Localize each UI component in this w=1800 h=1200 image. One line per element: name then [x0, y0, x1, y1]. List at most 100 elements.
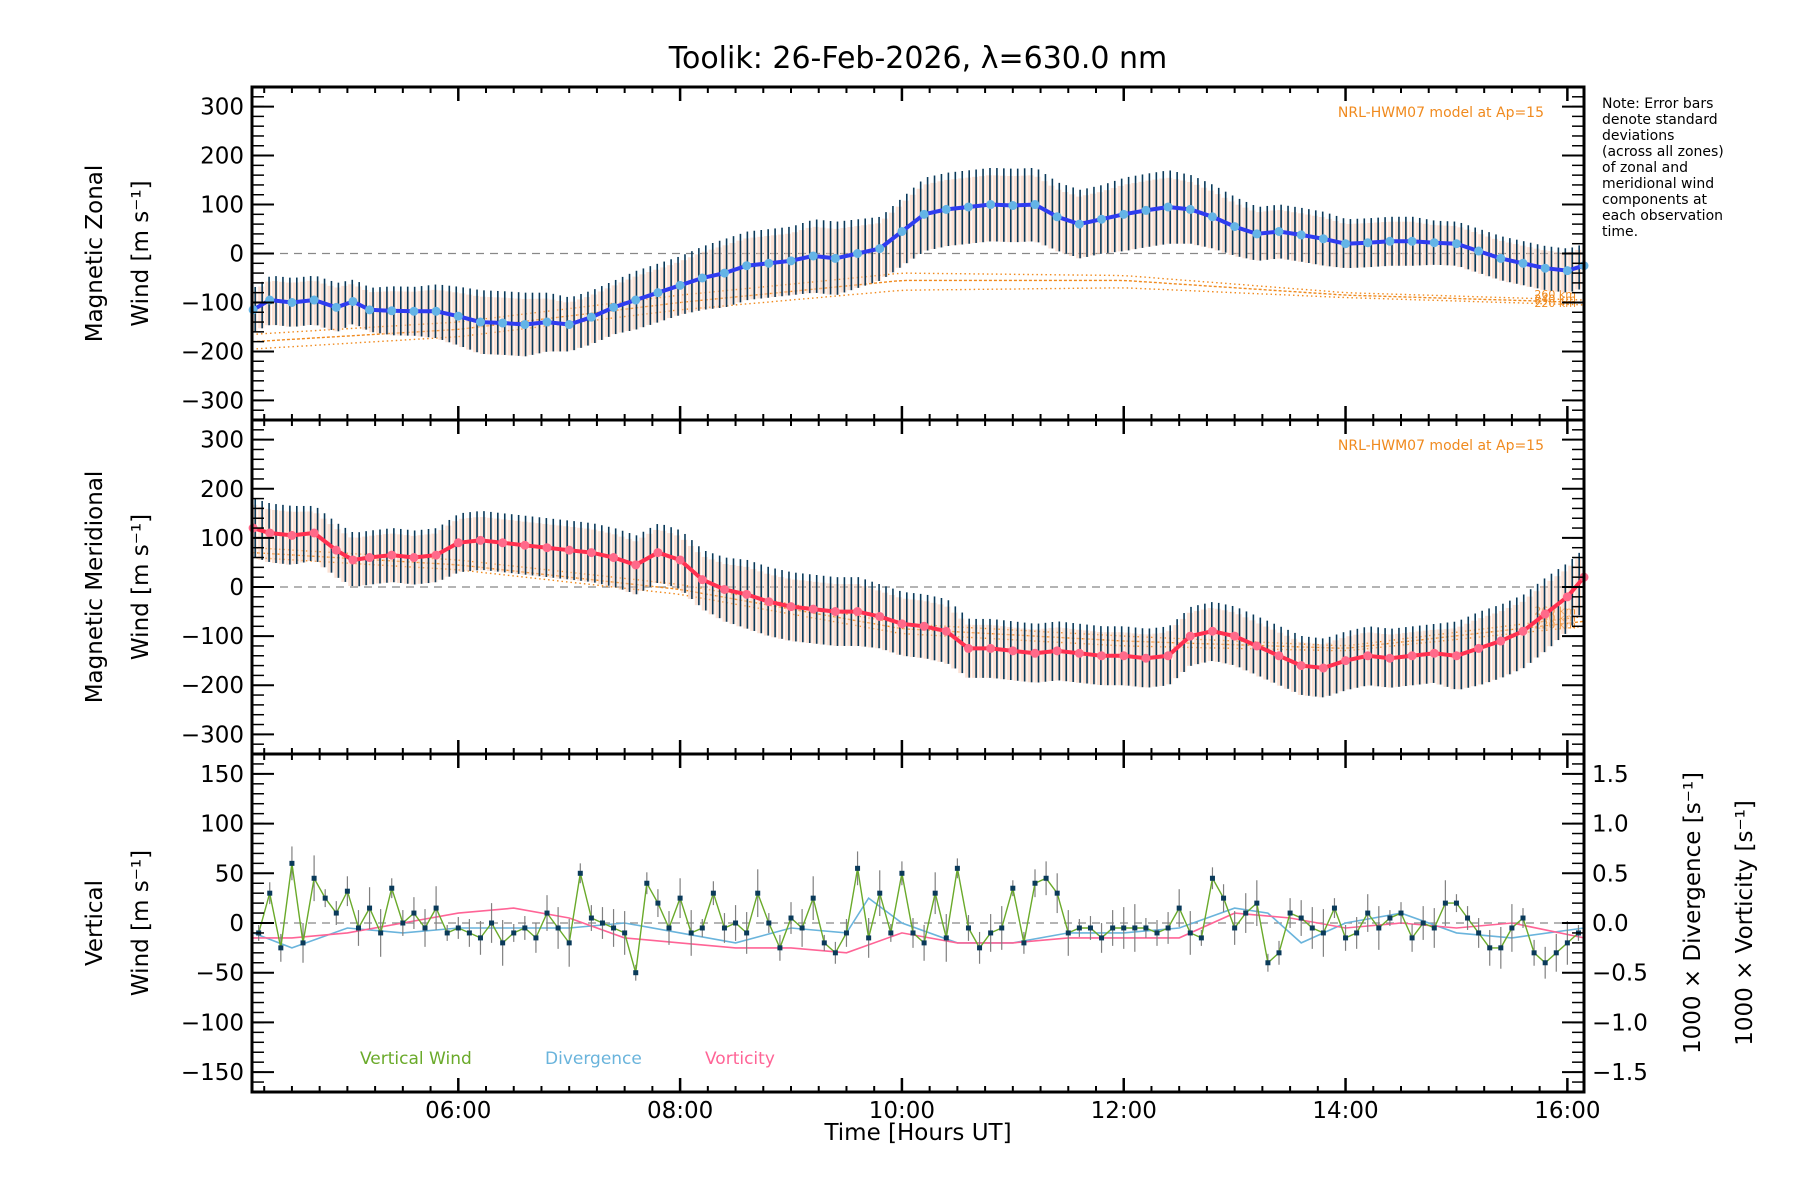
meridional-wind-point — [919, 621, 929, 631]
zone-spread — [438, 290, 445, 340]
zone-spread — [1235, 614, 1242, 668]
zone-spread — [1270, 629, 1277, 683]
zone-spread — [999, 175, 1006, 242]
zone-spread — [1533, 591, 1540, 658]
note-line: Note: Error bars — [1602, 96, 1713, 112]
zone-spread — [847, 584, 854, 646]
zone-spread — [278, 281, 285, 326]
zone-spread — [549, 524, 556, 578]
zone-spread — [1485, 615, 1492, 683]
zone-spread — [861, 586, 868, 647]
meridional-wind-point — [1030, 648, 1040, 658]
zone-spread — [1013, 627, 1020, 681]
zone-spread — [1034, 176, 1041, 243]
zone-spread — [1214, 194, 1221, 251]
vertical-wind-point — [1054, 890, 1060, 896]
zone-spread — [750, 237, 757, 300]
zonal-wind-point — [1318, 234, 1328, 244]
vertical-wind-point — [1132, 925, 1138, 931]
meridional-wind-point — [1451, 651, 1461, 661]
meridional-wind-point — [586, 548, 596, 558]
vertical-wind-point — [1354, 930, 1360, 936]
vertical-wind-point — [1509, 925, 1515, 931]
vertical-wind-point — [322, 895, 328, 901]
zone-spread — [272, 509, 279, 564]
right-tick-label: 1.0 — [1592, 812, 1629, 838]
zone-spread — [292, 511, 299, 565]
zonal-wind-point — [542, 317, 552, 327]
meridional-wind-point — [631, 560, 641, 570]
vertical-wind-point — [422, 925, 428, 931]
zonal-wind-point — [331, 302, 341, 312]
zone-spread — [639, 537, 646, 591]
zonal-wind-point — [609, 302, 619, 312]
zone-spread — [549, 299, 556, 352]
zone-spread — [473, 295, 480, 353]
vertical-wind-point — [577, 870, 583, 876]
legend-divergence: Divergence — [545, 1049, 642, 1069]
zone-spread — [909, 599, 916, 657]
zone-spread — [1304, 642, 1311, 696]
meridional-wind-point — [1074, 648, 1084, 658]
y-tick-label: −200 — [181, 339, 244, 365]
zonal-wind-point — [1119, 209, 1129, 219]
meridional-wind-point — [453, 538, 463, 548]
zone-spread — [1485, 236, 1492, 277]
zone-spread — [1381, 222, 1388, 267]
zone-spread — [327, 524, 334, 573]
vertical-wind-point — [954, 865, 960, 871]
zone-spread — [687, 257, 694, 313]
zone-spread — [819, 227, 826, 294]
meridional-wind-point — [387, 550, 397, 560]
vertical-wind-point — [832, 950, 838, 956]
zone-spread — [1415, 631, 1422, 685]
zone-spread — [888, 594, 895, 653]
zone-spread — [1131, 633, 1138, 687]
meridional-wind-point — [1008, 646, 1018, 656]
zone-spread — [701, 556, 708, 611]
zone-spread — [1505, 242, 1512, 283]
zone-spread — [1353, 223, 1360, 268]
zone-spread — [424, 290, 431, 338]
zone-spread — [1180, 180, 1187, 244]
zone-spread — [1325, 642, 1332, 696]
vertical-wind-point — [466, 930, 472, 936]
vertical-wind-point — [611, 925, 617, 931]
zone-spread — [445, 291, 452, 343]
zone-spread — [1069, 194, 1076, 257]
zone-spread — [1374, 633, 1381, 687]
zonal-wind-point — [1030, 200, 1040, 210]
zonal-wind-point — [697, 273, 707, 283]
zone-spread — [1505, 607, 1512, 675]
zone-spread — [736, 565, 743, 627]
zone-spread — [1041, 181, 1048, 246]
zone-spread — [438, 530, 445, 580]
zone-spread — [1284, 211, 1291, 260]
zone-spread — [923, 601, 930, 659]
y-tick-label: 0 — [229, 911, 244, 937]
zone-spread — [1374, 222, 1381, 267]
vertical-wind-point — [289, 860, 295, 866]
zone-spread — [1547, 251, 1554, 291]
zone-spread — [1221, 610, 1228, 664]
meridional-wind-point — [786, 602, 796, 612]
vertical-wind-point — [1043, 875, 1049, 881]
zone-spread — [583, 297, 590, 346]
zone-spread — [805, 581, 812, 643]
vertical-wind-point — [1542, 960, 1548, 966]
zone-spread — [840, 227, 847, 293]
zonal-wind-point — [1052, 212, 1062, 222]
x-tick-label: 10:00 — [869, 1098, 935, 1124]
model-curve-260km — [251, 272, 1583, 336]
zonal-wind-point — [742, 261, 752, 271]
vertical-wind-point — [999, 925, 1005, 931]
zone-spread — [1443, 225, 1450, 266]
vertical-wind-point — [489, 920, 495, 926]
vertical-wind-point — [1010, 885, 1016, 891]
y-tick-label: −100 — [181, 624, 244, 650]
vertical-wind-point — [333, 910, 339, 916]
right-tick-label: −0.5 — [1592, 961, 1648, 987]
y-tick-label: 300 — [200, 428, 244, 454]
